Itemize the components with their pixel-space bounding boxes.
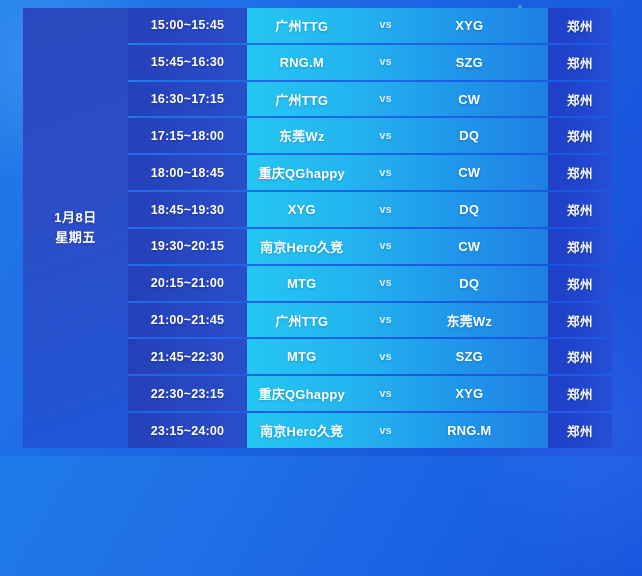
table-row[interactable]: 19:30~20:15 南京Hero久竞 vs CW 郑州 — [128, 228, 612, 264]
vs-label: vs — [379, 166, 392, 179]
team-left: XYG — [287, 202, 316, 218]
team-right: CW — [458, 238, 481, 254]
vs-label: vs — [379, 387, 392, 400]
match-venue: 郑州 — [548, 228, 612, 264]
match-schedule-table: 1月8日 星期五 15:00~15:45 广州TTG vs XYG 郑州 15:… — [23, 8, 612, 448]
vs-label: vs — [379, 350, 392, 363]
team-left: 南京Hero久竞 — [260, 239, 344, 255]
team-right: XYG — [455, 386, 484, 402]
match-time: 22:30~23:15 — [128, 376, 247, 412]
match-time: 15:00~15:45 — [128, 8, 247, 43]
match-teams: RNG.M vs SZG — [247, 44, 548, 80]
team-right: 东莞Wz — [446, 313, 493, 329]
match-time: 21:00~21:45 — [128, 302, 247, 338]
match-venue: 郑州 — [548, 302, 612, 338]
vs-label: vs — [379, 93, 392, 106]
team-left: 东莞Wz — [278, 129, 325, 145]
match-venue: 郑州 — [548, 192, 612, 227]
match-time: 21:45~22:30 — [128, 339, 247, 375]
match-time: 18:00~18:45 — [128, 155, 247, 191]
table-row[interactable]: 18:45~19:30 XYG vs DQ 郑州 — [128, 192, 612, 227]
table-row[interactable]: 17:15~18:00 东莞Wz vs DQ 郑州 — [128, 118, 612, 154]
match-venue: 郑州 — [548, 413, 612, 448]
team-right: DQ — [459, 202, 480, 218]
match-venue: 郑州 — [548, 8, 612, 43]
team-right: DQ — [459, 128, 480, 144]
team-right: DQ — [459, 275, 480, 291]
match-time: 20:15~21:00 — [128, 265, 247, 301]
match-venue: 郑州 — [548, 81, 612, 117]
match-teams: MTG vs SZG — [247, 339, 548, 375]
team-left: 重庆QGhappy — [258, 387, 345, 403]
match-venue: 郑州 — [548, 44, 612, 80]
table-row[interactable]: 22:30~23:15 重庆QGhappy vs XYG 郑州 — [128, 376, 612, 412]
match-venue: 郑州 — [548, 265, 612, 301]
date-column: 1月8日 星期五 — [23, 8, 128, 448]
match-venue: 郑州 — [548, 155, 612, 191]
match-teams: 广州TTG vs XYG — [247, 8, 548, 43]
table-row[interactable]: 21:00~21:45 广州TTG vs 东莞Wz 郑州 — [128, 302, 612, 338]
match-teams: 南京Hero久竞 vs RNG.M — [247, 413, 548, 448]
vs-label: vs — [379, 19, 392, 32]
team-right: RNG.M — [447, 423, 492, 439]
table-row[interactable]: 18:00~18:45 重庆QGhappy vs CW 郑州 — [128, 155, 612, 191]
schedule-rows: 15:00~15:45 广州TTG vs XYG 郑州 15:45~16:30 … — [128, 8, 612, 448]
team-right: SZG — [455, 349, 483, 365]
vs-label: vs — [379, 277, 392, 290]
match-time: 17:15~18:00 — [128, 118, 247, 154]
table-row[interactable]: 16:30~17:15 广州TTG vs CW 郑州 — [128, 81, 612, 117]
date-label: 1月8日 星期五 — [54, 208, 96, 248]
team-left: RNG.M — [279, 54, 324, 70]
team-left: 广州TTG — [275, 92, 329, 108]
date-weekday: 星期五 — [55, 230, 96, 245]
match-teams: XYG vs DQ — [247, 192, 548, 227]
team-left: MTG — [287, 275, 317, 291]
team-left: 南京Hero久竞 — [260, 424, 344, 440]
team-right: XYG — [455, 17, 484, 33]
match-teams: 南京Hero久竞 vs CW — [247, 228, 548, 264]
team-right: CW — [458, 91, 481, 107]
team-left: MTG — [287, 349, 317, 365]
match-teams: 东莞Wz vs DQ — [247, 118, 548, 154]
match-time: 19:30~20:15 — [128, 228, 247, 264]
match-venue: 郑州 — [548, 118, 612, 154]
match-venue: 郑州 — [548, 376, 612, 412]
vs-label: vs — [379, 314, 392, 327]
vs-label: vs — [379, 203, 392, 216]
table-row[interactable]: 15:00~15:45 广州TTG vs XYG 郑州 — [128, 8, 612, 43]
team-left: 广州TTG — [275, 313, 329, 329]
match-time: 23:15~24:00 — [128, 413, 247, 448]
team-left: 重庆QGhappy — [258, 166, 345, 182]
vs-label: vs — [379, 129, 392, 142]
match-teams: 重庆QGhappy vs CW — [247, 155, 548, 191]
team-left: 广州TTG — [275, 18, 329, 34]
table-row[interactable]: 15:45~16:30 RNG.M vs SZG 郑州 — [128, 44, 612, 80]
table-row[interactable]: 23:15~24:00 南京Hero久竞 vs RNG.M 郑州 — [128, 413, 612, 448]
vs-label: vs — [379, 240, 392, 253]
table-row[interactable]: 20:15~21:00 MTG vs DQ 郑州 — [128, 265, 612, 301]
match-time: 18:45~19:30 — [128, 192, 247, 227]
match-teams: 广州TTG vs 东莞Wz — [247, 302, 548, 338]
team-right: CW — [458, 165, 481, 181]
vs-label: vs — [379, 424, 392, 437]
match-teams: 广州TTG vs CW — [247, 81, 548, 117]
match-venue: 郑州 — [548, 339, 612, 375]
match-teams: MTG vs DQ — [247, 265, 548, 301]
table-row[interactable]: 21:45~22:30 MTG vs SZG 郑州 — [128, 339, 612, 375]
team-right: SZG — [455, 54, 483, 70]
match-teams: 重庆QGhappy vs XYG — [247, 376, 548, 412]
match-time: 16:30~17:15 — [128, 81, 247, 117]
match-time: 15:45~16:30 — [128, 44, 247, 80]
date-day: 1月8日 — [54, 209, 97, 225]
vs-label: vs — [379, 56, 392, 69]
